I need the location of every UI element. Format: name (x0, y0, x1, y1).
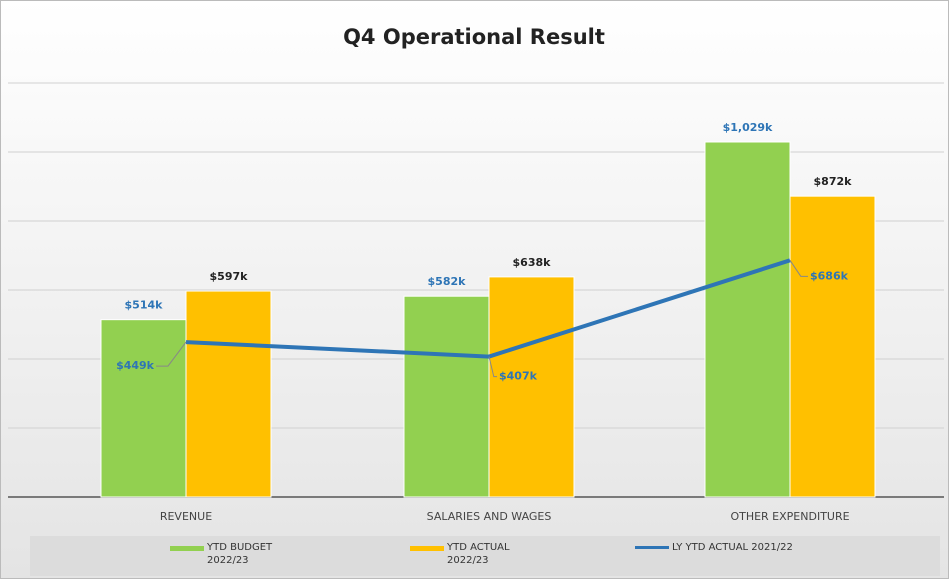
legend-label: YTD ACTUAL 2022/23 (447, 542, 510, 566)
bar (704, 141, 791, 498)
x-tick-label: SALARIES AND WAGES (427, 510, 552, 523)
data-label: $449k (116, 359, 155, 372)
legend-swatch (170, 546, 204, 551)
legend-label: LY YTD ACTUAL 2021/22 (672, 542, 793, 553)
legend-bg (30, 536, 940, 576)
data-label: $638k (513, 256, 552, 269)
bar (185, 290, 272, 498)
leader-line (156, 341, 187, 367)
bar (488, 276, 575, 498)
bar (403, 295, 490, 498)
legend-label: YTD BUDGET 2022/23 (207, 542, 273, 566)
legend-item: LY YTD ACTUAL 2021/22 (635, 541, 832, 554)
legend-swatch (410, 546, 444, 551)
leader-line (488, 356, 497, 378)
legend-item: YTD BUDGET 2022/23 (170, 541, 307, 567)
data-label: $514k (125, 299, 164, 312)
leader-line (789, 260, 808, 277)
data-label: $872k (814, 175, 853, 188)
data-label: $686k (810, 269, 849, 282)
data-label: $597k (210, 270, 249, 283)
data-label: $582k (428, 275, 467, 288)
x-tick-label: REVENUE (160, 510, 212, 523)
legend-item: YTD ACTUAL 2022/23 (410, 541, 547, 567)
x-tick-label: OTHER EXPENDITURE (730, 510, 849, 523)
data-label: $1,029k (723, 121, 773, 134)
chart-title: Q4 Operational Result (343, 25, 605, 49)
data-label: $407k (499, 370, 538, 383)
bar (100, 319, 187, 498)
legend-swatch (635, 546, 669, 549)
bar (789, 195, 876, 498)
